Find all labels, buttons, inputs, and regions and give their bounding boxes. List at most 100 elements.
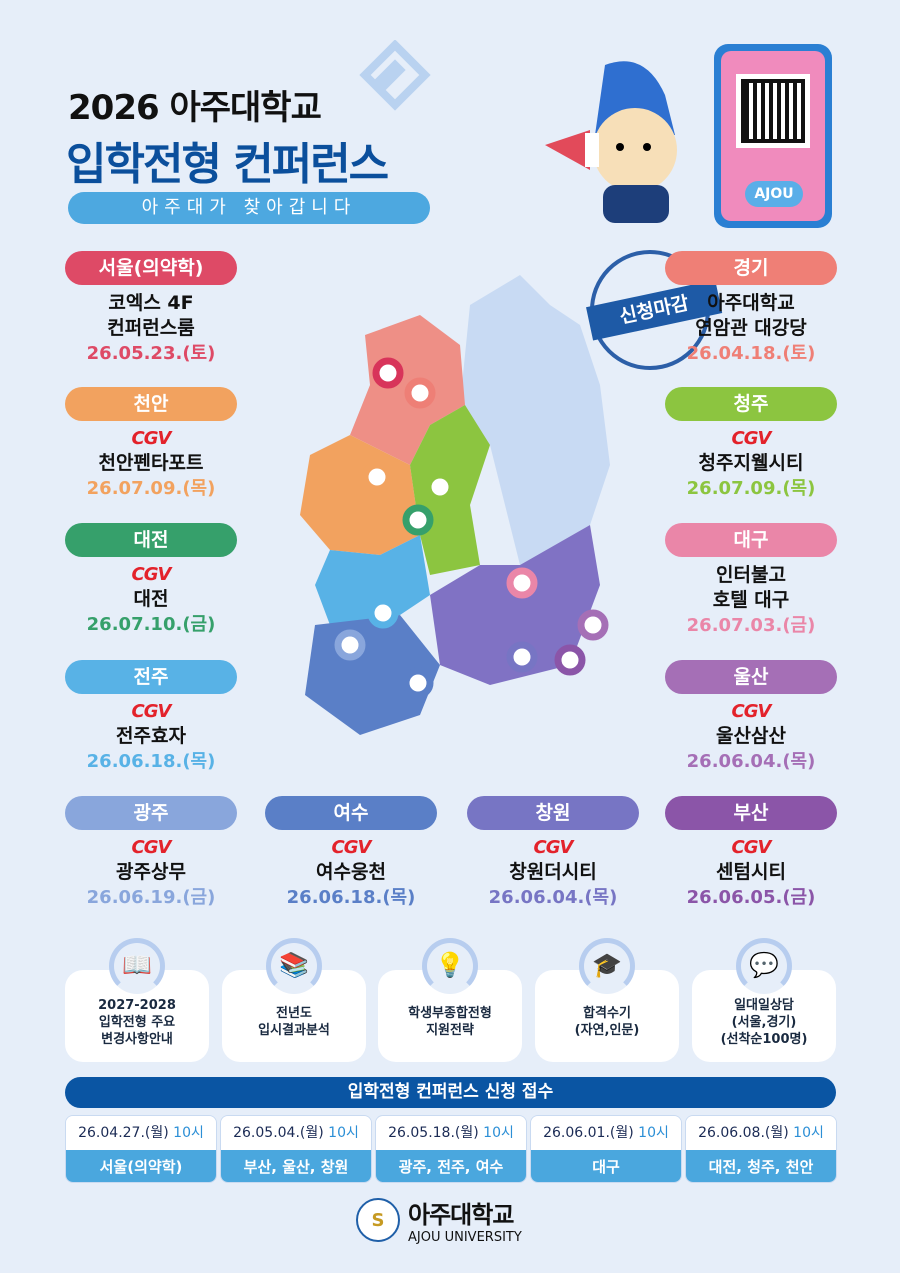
- slot-time: 10시: [328, 1125, 359, 1141]
- logo-name-en: AJOU UNIVERSITY: [408, 1230, 522, 1245]
- event-date: 26.06.05.(금): [686, 887, 816, 908]
- program-line: 입시결과분석: [258, 1023, 330, 1038]
- slot-day: 26.06.08.(월): [698, 1125, 794, 1141]
- slot-regions: 서울(의약학): [66, 1150, 216, 1182]
- region-info: CGV 청주지웰시티 26.07.09.(목): [651, 427, 851, 501]
- location-pins: [334, 357, 609, 699]
- map-jeonbuk: [315, 535, 430, 625]
- subtitle-banner: 아주대가 찾아갑니다: [68, 192, 430, 224]
- registration-slot: 26.06.08.(월) 10시 대전, 청주, 천안: [685, 1115, 837, 1183]
- title-line2: 입학전형 컨퍼런스: [66, 139, 389, 190]
- slot-date: 26.06.01.(월) 10시: [531, 1116, 681, 1150]
- venue-name: 인터불고: [716, 564, 786, 586]
- region-pill[interactable]: 울산: [665, 660, 837, 694]
- region-pill[interactable]: 부산: [665, 796, 837, 830]
- slot-day: 26.06.01.(월): [543, 1125, 639, 1141]
- slot-day: 26.05.18.(월): [388, 1125, 484, 1141]
- cgv-logo: CGV: [131, 428, 172, 449]
- event-date: 26.07.10.(금): [86, 614, 216, 635]
- slot-date: 26.05.18.(월) 10시: [376, 1116, 526, 1150]
- region-info: CGV 센텀시티 26.06.05.(금): [651, 836, 851, 910]
- region-pill[interactable]: 여수: [265, 796, 437, 830]
- cgv-logo: CGV: [731, 701, 772, 722]
- slot-day: 26.05.04.(월): [233, 1125, 329, 1141]
- logo-name-ko: 아주대학교: [408, 1201, 514, 1229]
- program-line: 변경사항안내: [101, 1031, 173, 1047]
- cgv-logo: CGV: [131, 701, 172, 722]
- region-pill[interactable]: 전주: [65, 660, 237, 694]
- mascot-with-megaphone: [545, 61, 677, 223]
- slot-regions: 대전, 청주, 천안: [686, 1150, 836, 1182]
- program-line: 입학전형 주요: [98, 1014, 176, 1030]
- venue-name: 호텔 대구: [712, 589, 790, 611]
- cgv-logo: CGV: [331, 837, 372, 858]
- map-gyeongnam: [430, 525, 600, 685]
- region-info: CGV 천안펜타포트 26.07.09.(목): [51, 427, 251, 501]
- event-date: 26.07.09.(목): [686, 478, 816, 499]
- cgv-logo: CGV: [131, 837, 172, 858]
- program-line: (자연,인문): [574, 1023, 640, 1038]
- event-date: 26.07.09.(목): [86, 478, 216, 499]
- venue-name: 대전: [133, 588, 169, 610]
- region-info: CGV 광주상무 26.06.19.(금): [51, 836, 251, 910]
- venue-name: 광주상무: [116, 861, 186, 883]
- region-pill[interactable]: 창원: [467, 796, 639, 830]
- region-pill[interactable]: 서울(의약학): [65, 251, 237, 285]
- venue-name: 전주효자: [116, 725, 186, 747]
- region-info: CGV 울산삼산 26.06.04.(목): [651, 700, 851, 774]
- region-pill[interactable]: 대구: [665, 523, 837, 557]
- qr-label: AJOU: [745, 181, 803, 207]
- region-pill[interactable]: 경기: [665, 251, 837, 285]
- cgv-logo: CGV: [731, 837, 772, 858]
- region-pill[interactable]: 대전: [65, 523, 237, 557]
- event-date: 26.06.18.(목): [286, 887, 416, 908]
- program-text: 2027-2028 입학전형 주요 변경사항안내: [98, 997, 176, 1048]
- region-pill[interactable]: 청주: [665, 387, 837, 421]
- university-seal-icon: S: [356, 1198, 400, 1242]
- title-line1: 2026 아주대학교: [68, 88, 322, 128]
- region-pill[interactable]: 광주: [65, 796, 237, 830]
- slot-date: 26.04.27.(월) 10시: [66, 1116, 216, 1150]
- slot-time: 10시: [483, 1125, 514, 1141]
- consultation-icon: 💬: [736, 938, 792, 994]
- ajou-logo: S 아주대학교 AJOU UNIVERSITY: [356, 1195, 522, 1245]
- program-text: 일대일상담 (서울,경기) (선착순100명): [721, 997, 808, 1048]
- registration-slot: 26.05.04.(월) 10시 부산, 울산, 창원: [220, 1115, 372, 1183]
- map-gangwon: [460, 275, 610, 565]
- program-line: 전년도: [276, 1006, 312, 1021]
- slot-date: 26.05.04.(월) 10시: [221, 1116, 371, 1150]
- slot-date: 26.06.08.(월) 10시: [686, 1116, 836, 1150]
- venue-name: 아주대학교: [707, 292, 795, 314]
- cgv-logo: CGV: [131, 564, 172, 585]
- registration-title: 입학전형 컨퍼런스 신청 접수: [65, 1077, 836, 1108]
- event-date: 26.06.04.(목): [686, 751, 816, 772]
- program-line: 지원전략: [426, 1023, 474, 1038]
- venue-name: 울산삼산: [716, 725, 786, 747]
- region-info: CGV 창원더시티 26.06.04.(목): [453, 836, 653, 910]
- venue-name: 컨퍼런스룸: [107, 317, 195, 339]
- qr-code[interactable]: [736, 74, 810, 148]
- slot-regions: 부산, 울산, 창원: [221, 1150, 371, 1182]
- event-date: 26.05.23.(토): [86, 343, 216, 364]
- book-reader-icon: 📖: [109, 938, 165, 994]
- program-line: 합격수기: [583, 1006, 631, 1021]
- program-line: 2027-2028: [98, 997, 176, 1013]
- region-pill[interactable]: 천안: [65, 387, 237, 421]
- venue-name: 청주지웰시티: [698, 452, 804, 474]
- region-info: 코엑스 4F 컨퍼런스룸 26.05.23.(토): [51, 291, 251, 366]
- cgv-logo: CGV: [731, 428, 772, 449]
- slot-regions: 광주, 전주, 여수: [376, 1150, 526, 1182]
- program-line: 학생부종합전형: [408, 1006, 492, 1021]
- slot-time: 10시: [793, 1125, 824, 1141]
- event-date: 26.06.04.(목): [488, 887, 618, 908]
- venue-name: 창원더시티: [509, 861, 597, 883]
- books-presenter-icon: 📚: [266, 938, 322, 994]
- slot-regions: 대구: [531, 1150, 681, 1182]
- ajou-emblem-icon: [359, 40, 431, 111]
- event-date: 26.07.03.(금): [686, 615, 816, 636]
- region-info: 아주대학교 연암관 대강당 26.04.18.(토): [651, 291, 851, 366]
- slot-time: 10시: [173, 1125, 204, 1141]
- region-info: CGV 대전 26.07.10.(금): [51, 563, 251, 637]
- qr-phone: AJOU: [714, 44, 832, 228]
